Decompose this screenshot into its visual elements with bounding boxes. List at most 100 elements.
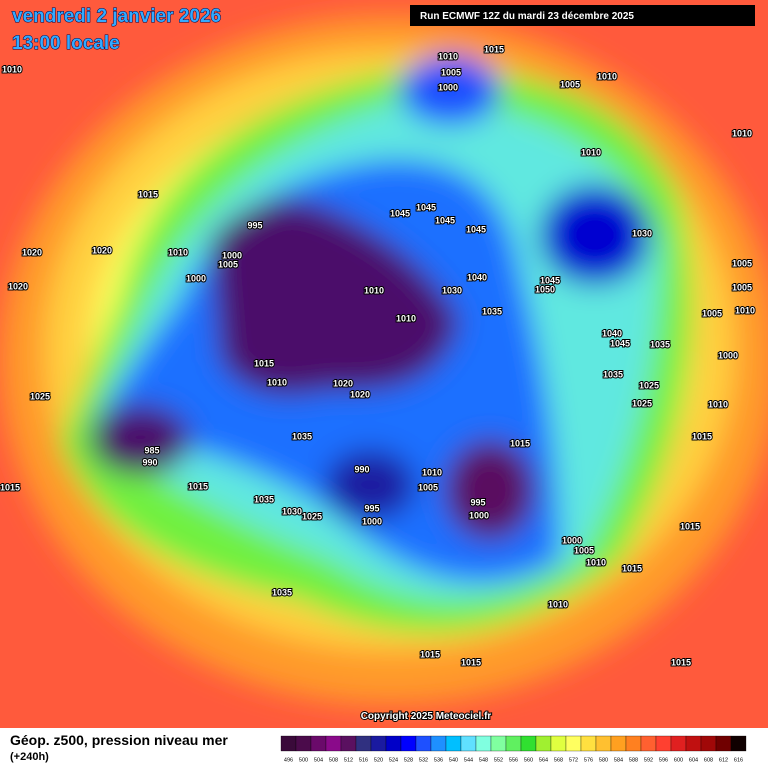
isobar-label: 1010 [708, 399, 728, 409]
isobar-labels: 1010101510101005100010101005101010101015… [0, 43, 756, 668]
isobar-label: 985 [144, 445, 159, 455]
isobar-label: 1000 [562, 535, 582, 545]
map-field [0, 0, 768, 728]
run-info: Run ECMWF 12Z du mardi 23 décembre 2025 [420, 11, 634, 22]
isobar-label: 1000 [186, 273, 206, 283]
scale-swatch [595, 735, 612, 752]
scale-swatch [715, 735, 732, 752]
scale-swatch [325, 735, 342, 752]
isobar-label: 1005 [574, 545, 594, 555]
isobar-label: 1035 [254, 494, 274, 504]
isobar-label: 1015 [420, 649, 440, 659]
isobar-label: 1010 [422, 467, 442, 477]
scale-swatch [370, 735, 387, 752]
isobar-label: 1010 [168, 247, 188, 257]
isobar-label: 1035 [650, 339, 670, 349]
isobar-label: 990 [142, 457, 157, 467]
scale-swatch [730, 735, 747, 752]
scale-level: 588 [629, 757, 638, 763]
scale-swatch [670, 735, 687, 752]
scale-swatch [625, 735, 642, 752]
isobar-label: 1015 [254, 358, 274, 368]
isobar-label: 1000 [362, 516, 382, 526]
scale-level: 616 [734, 757, 743, 763]
isobar-label: 1010 [2, 64, 22, 74]
scale-swatch [385, 735, 402, 752]
isobar-label: 1000 [438, 82, 458, 92]
scale-level: 536 [434, 757, 443, 763]
isobar-label: 1015 [510, 438, 530, 448]
isobar-label: 1005 [560, 79, 580, 89]
scale-swatch [565, 735, 582, 752]
scale-level: 572 [569, 757, 578, 763]
isobar-label: 1010 [735, 305, 755, 315]
scale-swatch [520, 735, 537, 752]
isobar-label: 1000 [469, 510, 489, 520]
scale-swatch [580, 735, 597, 752]
isobar-label: 1010 [597, 71, 617, 81]
isobar-label: 1045 [435, 215, 455, 225]
scale-level: 608 [704, 757, 713, 763]
isobar-label: 1005 [702, 308, 722, 318]
isobar-label: 1035 [482, 306, 502, 316]
isobar-label: 1035 [272, 587, 292, 597]
scale-swatch [340, 735, 357, 752]
isobar-label: 1000 [222, 250, 242, 260]
scale-level: 504 [314, 757, 323, 763]
isobar-label: 995 [364, 503, 379, 513]
isobar-label: 1025 [302, 511, 322, 521]
scale-swatch [445, 735, 462, 752]
scale-level: 520 [374, 757, 383, 763]
scale-swatch [460, 735, 477, 752]
isobar-label: 1045 [416, 202, 436, 212]
scale-swatch [700, 735, 717, 752]
isobar-label: 1035 [603, 369, 623, 379]
scale-level: 528 [404, 757, 413, 763]
isobar-label: 1045 [466, 224, 486, 234]
isobar-label: 1000 [718, 350, 738, 360]
scale-swatch [310, 735, 327, 752]
isobar-label: 995 [470, 497, 485, 507]
scale-level: 540 [449, 757, 458, 763]
isobar-label: 1040 [602, 328, 622, 338]
copyright: Copyright 2025 Meteociel.fr [361, 711, 492, 722]
isobar-label: 1045 [390, 208, 410, 218]
isobar-label: 1025 [30, 391, 50, 401]
scale-level: 604 [689, 757, 698, 763]
isobar-label: 1020 [22, 247, 42, 257]
scale-swatch [640, 735, 657, 752]
run-box [410, 5, 755, 26]
scale-swatch [295, 735, 312, 752]
scale-level: 524 [389, 757, 398, 763]
legend-title: Géop. z500, pression niveau mer [10, 732, 228, 748]
scale-level: 568 [554, 757, 563, 763]
scale-swatch [430, 735, 447, 752]
isobar-label: 1020 [350, 389, 370, 399]
isobar-label: 1015 [484, 44, 504, 54]
legend-subtitle: (+240h) [10, 751, 49, 763]
scale-level: 612 [719, 757, 728, 763]
isobar-label: 1010 [586, 557, 606, 567]
color-scale: 496 500 504 508 512 516 520 524 528 532 536 540 544 5… [280, 735, 747, 763]
isobar-label: 1010 [732, 128, 752, 138]
isobar-label: 1015 [188, 481, 208, 491]
scale-swatch [655, 735, 672, 752]
isobar-label: 1010 [396, 313, 416, 323]
scale-level: 580 [599, 757, 608, 763]
scale-swatch [505, 735, 522, 752]
isobar-label: 1015 [680, 521, 700, 531]
scale-level: 548 [479, 757, 488, 763]
isobar-label: 1015 [622, 563, 642, 573]
isobar-label: 1005 [732, 258, 752, 268]
scale-swatch [280, 735, 297, 752]
isobar-label: 1015 [138, 189, 158, 199]
isobar-label: 1010 [438, 51, 458, 61]
scale-level: 576 [584, 757, 593, 763]
scale-level: 516 [359, 757, 368, 763]
isobar-label: 1005 [218, 259, 238, 269]
isobar-label: 1025 [639, 380, 659, 390]
scale-level: 556 [509, 757, 518, 763]
isobar-label: 1035 [292, 431, 312, 441]
scale-swatch [685, 735, 702, 752]
